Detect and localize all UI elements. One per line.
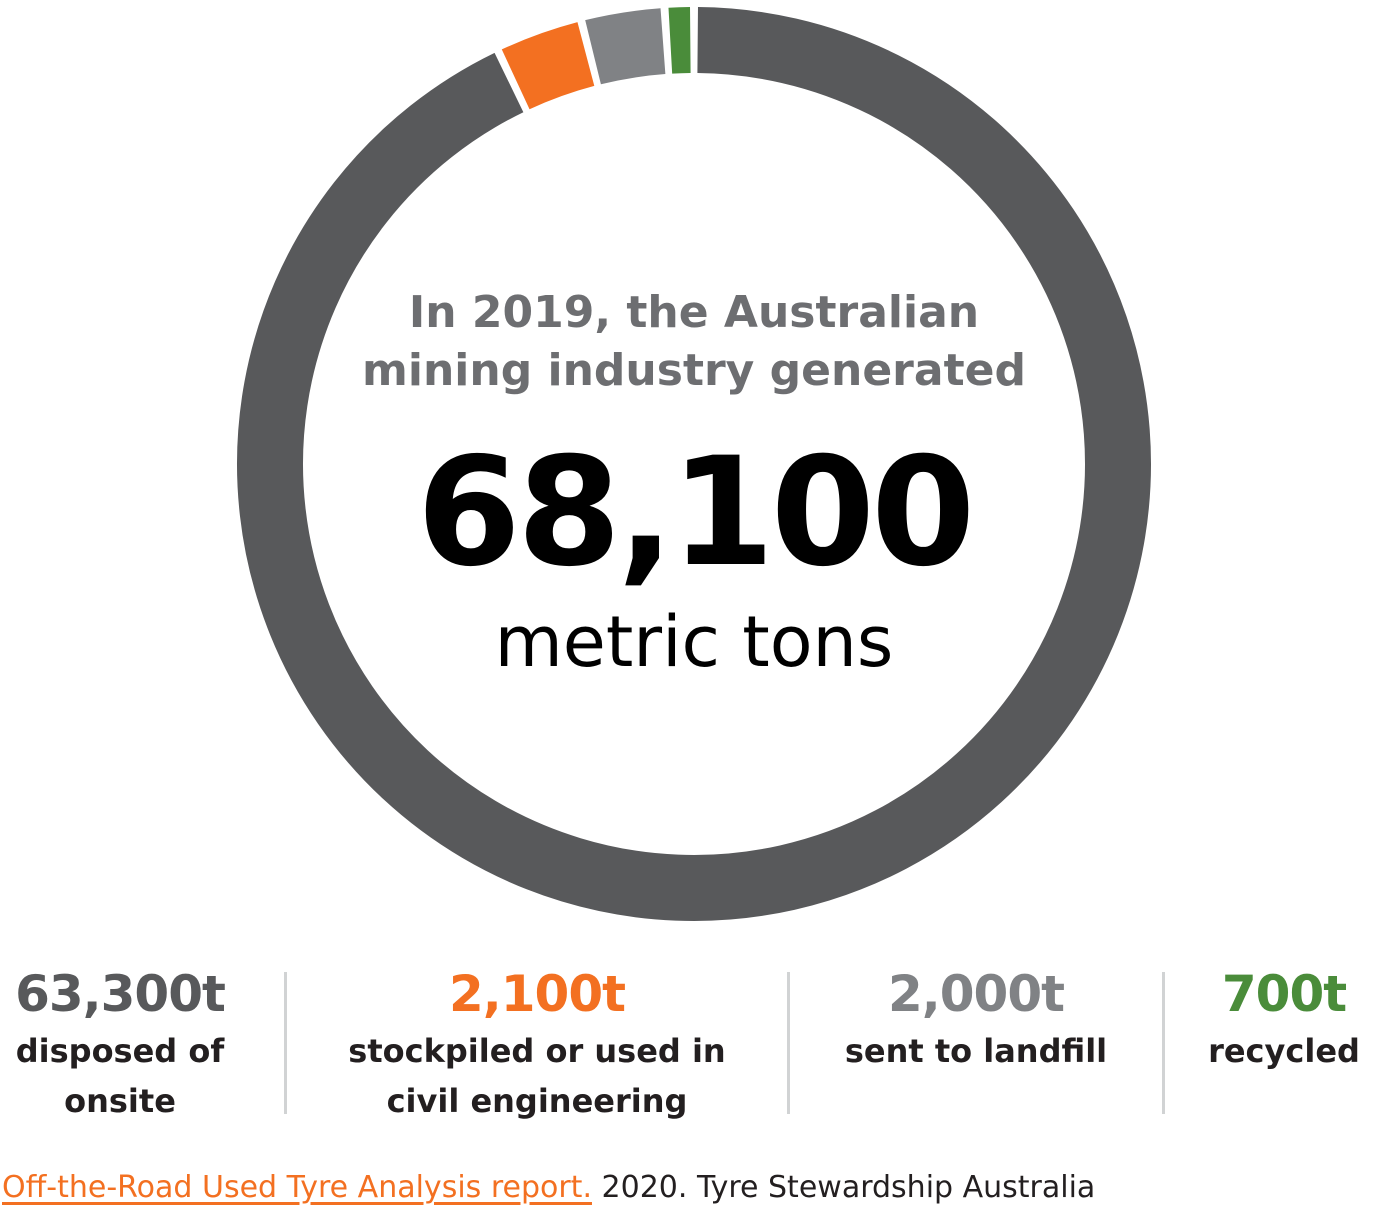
stat-value: 63,300t [15, 965, 226, 1023]
stat-label: disposed of onsite [0, 1026, 240, 1126]
total-unit: metric tons [494, 601, 894, 683]
stat-value: 2,000t [887, 965, 1065, 1023]
stat-label-line-1: recycled [1208, 1032, 1360, 1070]
source-report-link[interactable]: Off-the-Road Used Tyre Analysis report. [2, 1170, 592, 1205]
stat-label-line-1: disposed of [15, 1032, 225, 1070]
source-citation: Off-the-Road Used Tyre Analysis report. … [2, 1166, 1095, 1210]
stat-label: recycled [1180, 1026, 1388, 1076]
donut-slice-recycled [668, 7, 691, 74]
donut-slice-stockpiled [501, 22, 595, 110]
stat-stockpiled: 2,100t stockpiled or used in civil engin… [300, 962, 774, 1126]
donut-slice-disposed-onsite [237, 7, 1151, 921]
total-value: 68,100 [416, 426, 976, 600]
source-text: 2020. Tyre Stewardship Australia [591, 1170, 1096, 1205]
headline-line-1: In 2019, the Australian [408, 287, 980, 338]
stat-divider [284, 972, 287, 1114]
donut-slice-landfill [585, 8, 666, 85]
stat-divider [1162, 972, 1165, 1114]
stat-label: stockpiled or used in civil engineering [300, 1026, 774, 1126]
chart-headline: In 2019, the Australian mining industry … [244, 284, 1144, 400]
donut-chart [237, 7, 1151, 921]
stat-label-line-1: sent to landfill [844, 1032, 1108, 1070]
stat-recycled: 700t recycled [1180, 962, 1388, 1076]
stat-value: 2,100t [448, 965, 626, 1023]
stat-value: 700t [1221, 965, 1347, 1023]
stat-label: sent to landfill [800, 1026, 1152, 1076]
headline-line-2: mining industry generated [362, 345, 1026, 396]
stat-label-line-1: stockpiled or used in [348, 1032, 726, 1070]
stat-landfill: 2,000t sent to landfill [800, 962, 1152, 1076]
stat-disposed-onsite: 63,300t disposed of onsite [0, 962, 240, 1126]
stat-label-line-2: civil engineering [386, 1082, 688, 1120]
stat-divider [787, 972, 790, 1114]
stat-label-line-2: onsite [64, 1082, 176, 1120]
